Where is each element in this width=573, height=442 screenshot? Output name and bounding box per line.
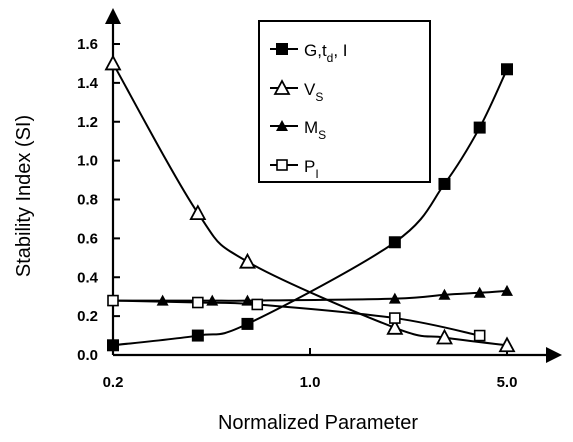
data-point-filled-square: [241, 317, 254, 330]
y-tick-label: 1.6: [77, 36, 98, 53]
legend-label-subscript: d: [327, 51, 334, 65]
y-tick-label: 0.0: [77, 347, 98, 364]
x-tick-label: 5.0: [497, 374, 518, 391]
legend-box: [258, 20, 431, 183]
y-tick-label: 0.4: [77, 269, 99, 286]
series-4: [107, 294, 486, 342]
data-point-open-triangle: [273, 79, 291, 95]
y-tick-label: 0.2: [77, 308, 98, 325]
data-point-open-triangle: [386, 318, 404, 335]
data-point-filled-square: [501, 63, 513, 76]
data-point-filled-square: [473, 121, 486, 134]
y-tick-label: 1.4: [77, 75, 99, 92]
legend-item-3: MS: [270, 118, 326, 142]
legend-label-subscript: I: [315, 167, 318, 181]
legend-item-4: PI: [270, 157, 319, 181]
data-point-open-triangle: [498, 336, 516, 353]
y-axis-arrow: [105, 8, 121, 24]
data-point-filled-triangle: [156, 294, 169, 306]
ticks: 0.0 0.2 0.4 0.6 0.8 1.0 1.2 1.4 1.6 0.2 1.0 5.0: [77, 36, 517, 391]
data-point-open-square: [389, 312, 401, 324]
data-point-open-square: [276, 159, 288, 171]
x-tick-label: 1.0: [300, 374, 321, 391]
data-point-filled-triangle: [276, 120, 288, 131]
legend-label-tail: , I: [333, 41, 347, 60]
x-axis-label: Normalized Parameter: [218, 412, 418, 434]
data-point-filled-square: [388, 236, 401, 249]
data-point-open-triangle: [104, 54, 122, 71]
x-tick-label: 0.2: [103, 374, 124, 391]
data-point-open-triangle: [238, 252, 256, 269]
data-point-filled-triangle: [388, 292, 401, 304]
legend-label-subscript: S: [315, 90, 323, 104]
x-axis-arrow: [546, 347, 562, 363]
data-point-filled-triangle: [501, 284, 513, 296]
series-line: [112, 299, 480, 337]
series: [104, 54, 516, 353]
legend-label-subscript: S: [318, 128, 326, 142]
data-point-filled-triangle: [438, 288, 451, 300]
y-tick-label: 0.6: [77, 230, 98, 247]
data-point-filled-square: [191, 329, 204, 342]
data-point-open-square: [192, 296, 204, 309]
data-point-open-square: [473, 329, 486, 342]
data-point-filled-square: [438, 177, 451, 190]
data-point-filled-square: [107, 339, 119, 352]
data-point-open-triangle: [189, 204, 207, 221]
y-tick-label: 0.8: [77, 192, 98, 209]
y-axis-label: Stability Index (SI): [13, 115, 35, 277]
data-point-open-square: [107, 294, 119, 307]
data-point-filled-triangle: [473, 286, 486, 298]
y-tick-label: 1.2: [77, 114, 98, 131]
legend-label: PI: [304, 157, 319, 181]
data-point-open-square: [251, 298, 264, 311]
data-point-open-triangle: [435, 328, 453, 345]
series-2: [104, 54, 516, 353]
series-1: [107, 63, 513, 352]
y-tick-label: 1.0: [77, 153, 98, 170]
series-line: [113, 289, 508, 302]
data-point-filled-square: [276, 43, 288, 55]
